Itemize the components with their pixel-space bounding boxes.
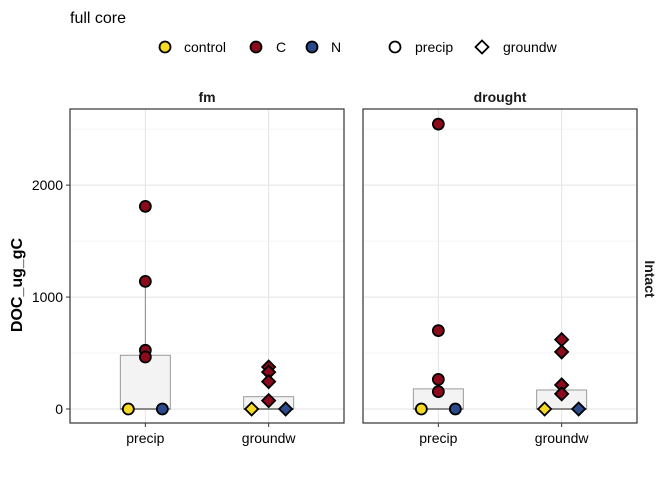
panel-strip-drought: drought [474, 89, 527, 105]
point-precip-c [138, 199, 152, 213]
x-tick-label: groundw [535, 430, 590, 446]
panel-drought: drought precip groundw [362, 89, 638, 446]
point-precip-c [431, 324, 445, 338]
legend-key-control [158, 40, 172, 54]
y-tick-label: 1000 [32, 289, 63, 305]
y-tick-label: 0 [55, 401, 63, 417]
x-tick-label: precip [419, 430, 457, 446]
legend-key-n [305, 40, 319, 54]
point-precip-c [138, 350, 152, 364]
row-strip-label: Intact [642, 260, 658, 298]
box-precip [119, 354, 171, 410]
legend-label-n: N [331, 39, 341, 55]
point-groundw-n [570, 401, 587, 417]
legend-key-precip [388, 40, 402, 54]
legend-key-c [249, 40, 263, 54]
point-precip-c [431, 372, 445, 386]
panel-strip-fm: fm [198, 89, 215, 105]
point-precip-n [155, 402, 169, 416]
legend-label-control: control [184, 39, 226, 55]
panel-border [362, 108, 638, 424]
y-axis-label: DOC_ug_gC [9, 237, 26, 332]
legend-label-c: C [276, 39, 286, 55]
panels: fm precip groundw 0 1000 2000 drought precip gro… [32, 89, 638, 446]
chart-title: full core [70, 10, 126, 27]
panel-fm: fm precip groundw 0 1000 2000 [32, 89, 345, 446]
point-groundw-control [536, 401, 553, 417]
y-tick-label: 2000 [32, 177, 63, 193]
panel-border [69, 108, 345, 424]
point-groundw-c [553, 344, 570, 360]
point-precip-c [431, 117, 445, 131]
point-groundw-c [260, 392, 277, 409]
point-precip-control [414, 402, 428, 416]
legend-label-precip: precip [415, 39, 453, 55]
point-precip-c [138, 274, 152, 288]
point-groundw-control [243, 401, 260, 417]
legend-key-groundw [474, 39, 490, 55]
point-groundw-n [277, 401, 294, 417]
legend-label-groundw: groundw [503, 39, 558, 55]
point-groundw-c [260, 373, 277, 390]
point-groundw-c [553, 386, 570, 402]
point-precip-control [121, 402, 135, 416]
point-precip-c [431, 385, 445, 399]
x-tick-label: precip [126, 430, 164, 446]
x-tick-label: groundw [242, 430, 297, 446]
point-precip-n [448, 402, 462, 416]
